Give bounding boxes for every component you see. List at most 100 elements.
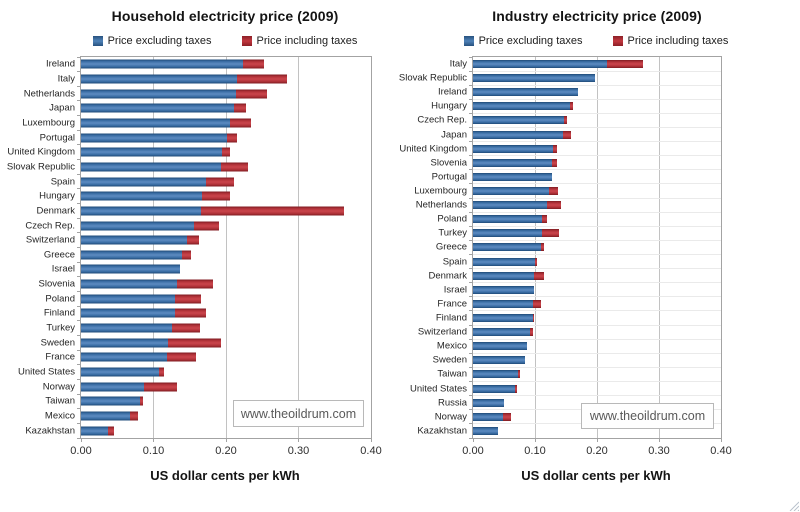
x-axis-tick [658,438,660,442]
bar-including-taxes [168,338,221,348]
bar-excluding-taxes [81,162,221,172]
category-axis-tick [469,70,473,72]
bar-including-taxes [514,384,517,393]
category-label: Japan [441,128,467,140]
bar-including-taxes [534,271,544,280]
bar-excluding-taxes [81,235,187,245]
watermark: www.theoildrum.com [233,400,364,427]
category-axis-tick [469,282,473,284]
bar-excluding-taxes [473,356,526,365]
bar-excluding-taxes [473,102,571,111]
bar-including-taxes [236,74,287,84]
bar-row: United States [410,382,721,396]
bar-excluding-taxes [473,187,550,196]
bar-including-taxes [564,116,567,125]
bar-row: Kazakhstan [417,424,721,438]
bar-including-taxes [530,328,533,337]
resize-grip-icon[interactable] [787,499,799,511]
category-label: Hungary [431,100,467,112]
gridline [153,57,154,438]
bar-excluding-taxes [81,177,206,187]
bar-including-taxes [606,60,644,69]
bar-including-taxes [233,103,247,113]
bar-excluding-taxes [473,426,498,435]
row-gridline [473,141,721,143]
row-gridline [473,239,721,241]
bar-excluding-taxes [473,201,548,210]
row-gridline [473,310,721,312]
bar-including-taxes [177,279,213,289]
bar-row: Taiwan [45,394,371,409]
bar-including-taxes [243,59,265,69]
category-axis-tick [469,197,473,199]
bar-row: Luxembourg [22,116,371,131]
bar-excluding-taxes [473,342,527,351]
bar-including-taxes [175,294,202,304]
row-gridline [473,211,721,213]
bar-row: Hungary [39,189,371,204]
category-axis-tick [469,169,473,171]
category-label: United States [409,382,467,394]
household-chart: Household electricity price (2009) Price… [7,8,382,483]
bar-including-taxes [205,177,234,187]
category-axis-tick [77,422,81,424]
bar-including-taxes [174,308,206,318]
x-axis-tick [534,438,536,442]
category-axis-tick [469,395,473,397]
bar-excluding-taxes [473,144,553,153]
category-axis-tick [469,84,473,86]
bar-excluding-taxes [81,396,141,406]
bar-excluding-taxes [473,215,543,224]
bar-excluding-taxes [81,367,160,377]
bar-excluding-taxes [473,271,535,280]
category-axis-tick [469,239,473,241]
bar-including-taxes [172,323,200,333]
x-tick-label: 0.20 [586,445,608,457]
category-axis-tick [469,310,473,312]
bar-row: United Kingdom [7,145,371,160]
legend-label: Price including taxes [256,35,358,47]
x-tick-label: 0.40 [360,445,382,457]
bar-row: Sweden [41,335,371,350]
bar-row: Turkey [438,226,721,240]
row-gridline [473,197,721,199]
category-label: Poland [437,213,467,225]
row-gridline [473,282,721,284]
category-label: Portugal [431,171,467,183]
bar-including-taxes [549,187,558,196]
category-label: Slovenia [430,157,467,169]
bar-including-taxes [140,396,144,406]
category-axis-tick [77,85,81,87]
category-label: Sweden [40,336,75,348]
bar-including-taxes [236,89,268,99]
category-label: Kazakhstan [417,425,467,437]
bar-row: Italy [450,57,721,71]
bar-row: Finland [436,311,721,325]
bar-excluding-taxes [473,299,534,308]
category-label: Finland [435,312,467,324]
bar-including-taxes [166,352,197,362]
bar-including-taxes [552,144,558,153]
bar-including-taxes [107,426,115,436]
row-gridline [473,112,721,114]
row-gridline [473,395,721,397]
category-axis-tick [469,409,473,411]
category-axis-tick [469,141,473,143]
category-label: Mexico [44,410,75,422]
bar-excluding-taxes [473,314,533,323]
category-axis-tick [77,129,81,131]
category-axis-tick [77,159,81,161]
category-axis-tick [469,98,473,100]
bar-including-taxes [186,235,200,245]
x-tick-label: 0.00 [70,445,92,457]
bar-row: Sweden [433,353,721,367]
bar-excluding-taxes [81,206,202,216]
legend-label: Price excluding taxes [478,35,583,47]
category-label: Czech Rep. [417,114,467,126]
bar-excluding-taxes [473,398,504,407]
category-axis-tick [469,112,473,114]
bar-row: Denmark [428,269,721,283]
bar-excluding-taxes [473,285,534,294]
row-gridline [473,84,721,86]
